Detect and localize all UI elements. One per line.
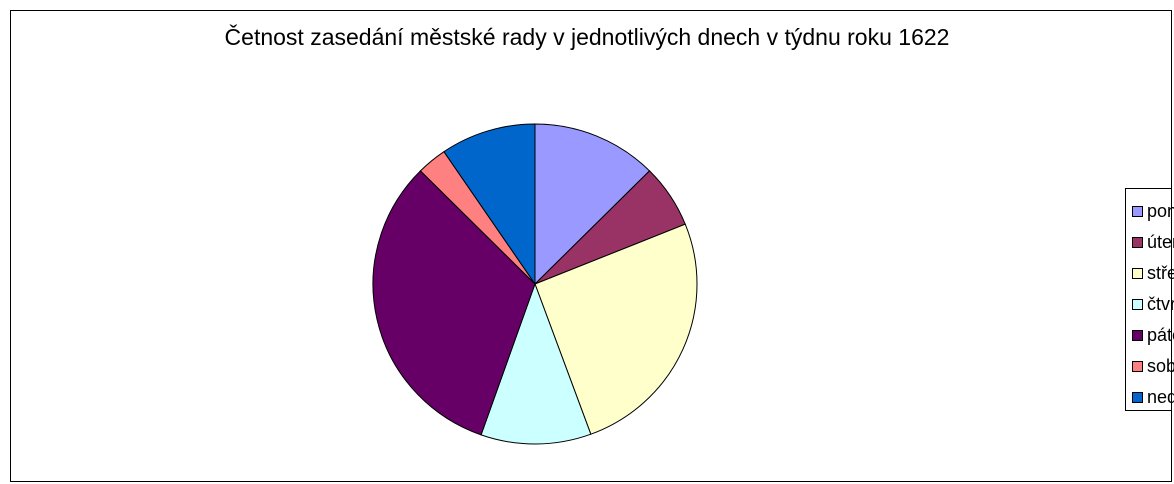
legend-swatch (1132, 267, 1143, 279)
pie-slice-neděle (443, 123, 536, 286)
legend-swatch (1132, 205, 1143, 217)
legend-item-sobota: sobota (1132, 351, 1174, 381)
legend-swatch (1132, 329, 1143, 341)
legend-label: pondělí (1147, 200, 1174, 221)
pie-slice-čtvrtek (480, 282, 592, 445)
legend-item-pátek: pátek (1132, 320, 1174, 350)
pie-slice-pátek (372, 170, 536, 436)
legend-item-čtvrtek: čtvrtek (1132, 289, 1174, 319)
legend-swatch (1132, 360, 1143, 372)
chart-title: Četnost zasedání městské rady v jednotli… (224, 24, 950, 50)
legend-label: neděle (1147, 386, 1174, 407)
legend-label: úterý (1147, 231, 1174, 252)
legend-label: čtvrtek (1147, 293, 1174, 314)
pie-slice-pondělí (534, 123, 651, 286)
legend-label: středa (1147, 262, 1174, 283)
legend-item-neděle: neděle (1132, 382, 1174, 412)
legend-swatch (1132, 236, 1143, 248)
legend-item-pondělí: pondělí (1132, 196, 1174, 226)
legend-label: sobota (1147, 355, 1174, 376)
legend-label: pátek (1147, 324, 1174, 345)
legend-swatch (1132, 298, 1143, 310)
legend-item-úterý: úterý (1132, 227, 1174, 257)
legend-item-středa: středa (1132, 258, 1174, 288)
pie-slice-středa (534, 223, 698, 435)
legend-swatch (1132, 391, 1143, 403)
